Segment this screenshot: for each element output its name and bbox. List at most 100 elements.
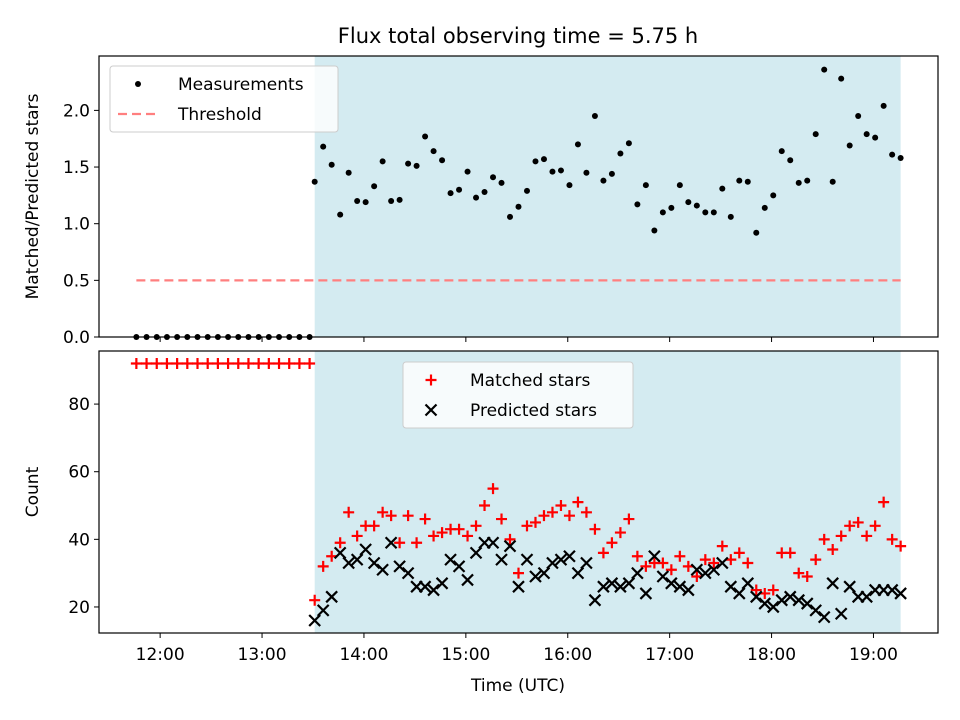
matched-star-marker: [394, 537, 406, 549]
measurement-point: [617, 150, 624, 157]
measurement-point: [863, 131, 870, 138]
matched-star-marker: [304, 358, 316, 370]
matched-star-marker: [496, 513, 508, 525]
measurement-point: [405, 160, 412, 167]
measurement-point: [685, 199, 692, 206]
predicted-star-marker: [894, 587, 907, 600]
measurement-point: [337, 211, 344, 218]
matched-star-marker: [555, 500, 567, 512]
matched-star-marker: [293, 358, 305, 370]
matched-star-marker: [479, 500, 491, 512]
matched-star-marker: [716, 540, 728, 552]
predicted-star-marker: [733, 587, 746, 600]
measurement-point: [473, 194, 480, 201]
measurement-point: [846, 142, 853, 149]
matched-star-marker: [801, 571, 813, 583]
predicted-star-marker: [486, 536, 500, 549]
y-tick-label: 0.0: [63, 328, 90, 348]
x-tick-label: 17:00: [645, 645, 694, 665]
measurement-point: [498, 179, 505, 186]
series-cross: [308, 536, 907, 627]
predicted-star-marker: [469, 546, 483, 560]
measurement-point: [693, 202, 700, 209]
y-tick-label: 1.0: [63, 215, 90, 235]
matched-star-marker: [835, 530, 847, 542]
matched-star-marker: [212, 358, 224, 370]
predicted-star-marker: [333, 546, 347, 560]
x-tick-label: 14:00: [339, 645, 388, 665]
predicted-star-marker: [384, 536, 398, 549]
measurement-point: [625, 140, 632, 147]
measurement-point: [727, 213, 734, 220]
measurement-point: [744, 178, 751, 185]
matched-star-marker: [141, 358, 153, 370]
predicted-star-marker: [605, 577, 619, 590]
matched-star-marker: [878, 496, 890, 508]
legend-label: Predicted stars: [470, 401, 597, 421]
matched-star-marker: [657, 557, 669, 569]
measurement-point: [515, 203, 522, 210]
chart-title: Flux total observing time = 5.75 h: [338, 24, 698, 48]
predicted-star-marker: [690, 563, 704, 577]
measurement-point: [880, 102, 887, 109]
axes-frame: [98, 350, 939, 634]
measurement-point: [371, 183, 378, 190]
predicted-star-marker: [427, 583, 440, 597]
legend-label: Threshold: [177, 105, 262, 125]
measurement-point: [379, 158, 386, 165]
matched-star-marker: [263, 358, 275, 370]
predicted-star-marker: [631, 566, 644, 580]
predicted-star-marker: [648, 549, 661, 563]
measurement-point: [608, 170, 615, 177]
predicted-star-marker: [571, 566, 585, 580]
measurement-point: [804, 177, 811, 184]
predicted-star-marker: [749, 590, 763, 604]
measurement-point: [778, 148, 785, 155]
matched-star-marker: [580, 506, 592, 518]
x-tick-label: 16:00: [543, 645, 592, 665]
predicted-star-marker: [707, 563, 721, 577]
matched-star-marker: [283, 358, 295, 370]
measurement-point: [651, 227, 658, 234]
predicted-star-marker: [800, 597, 814, 610]
y-tick-label: 80: [68, 395, 90, 415]
matched-star-marker: [192, 358, 204, 370]
matched-star-marker: [886, 533, 898, 545]
measurement-point: [540, 156, 547, 163]
predicted-star-marker: [699, 566, 712, 580]
legend: Matched stars Predicted stars: [402, 361, 634, 429]
measurement-point: [456, 186, 463, 193]
ratio-panel: 0.0 0.5 1.0 1.5 2.0 Matched/Predicted stars Me…: [23, 55, 939, 348]
measurement-point: [676, 182, 683, 189]
x-axis-label: Time (UTC): [470, 676, 565, 696]
count-panel: 20 40 60 80 12:00 13:00 14:00 15:00 16:00 17:00 18…: [23, 350, 939, 665]
predicted-star-marker: [546, 556, 559, 570]
measurement-point: [642, 182, 649, 189]
predicted-star-marker: [665, 577, 678, 590]
matched-star-marker: [181, 358, 193, 370]
predicted-star-marker: [316, 604, 330, 617]
measurement-point: [812, 131, 819, 138]
measurement-point: [821, 66, 828, 73]
predicted-star-marker: [563, 549, 576, 563]
measurement-point: [591, 113, 598, 120]
measurement-point: [668, 204, 675, 211]
predicted-star-marker: [376, 563, 389, 577]
y-axis-label: Matched/Predicted stars: [23, 93, 43, 299]
measurement-point: [532, 158, 539, 165]
matched-star-marker: [513, 567, 524, 579]
predicted-star-marker: [495, 553, 508, 566]
matched-star-marker: [793, 567, 805, 579]
matched-star-marker: [273, 358, 285, 370]
measurement-point: [838, 75, 845, 82]
measurement-point: [600, 177, 607, 184]
x-tick-label: 19:00: [849, 645, 898, 665]
measurement-point: [574, 141, 581, 148]
matched-star-marker: [895, 540, 907, 552]
matched-star-marker: [385, 510, 397, 522]
observing-interval-shade: [314, 56, 901, 337]
matched-star-marker: [504, 533, 516, 545]
legend: Measurements Threshold: [109, 65, 339, 133]
predicted-star-marker: [512, 580, 525, 593]
predicted-star-marker: [529, 570, 542, 583]
